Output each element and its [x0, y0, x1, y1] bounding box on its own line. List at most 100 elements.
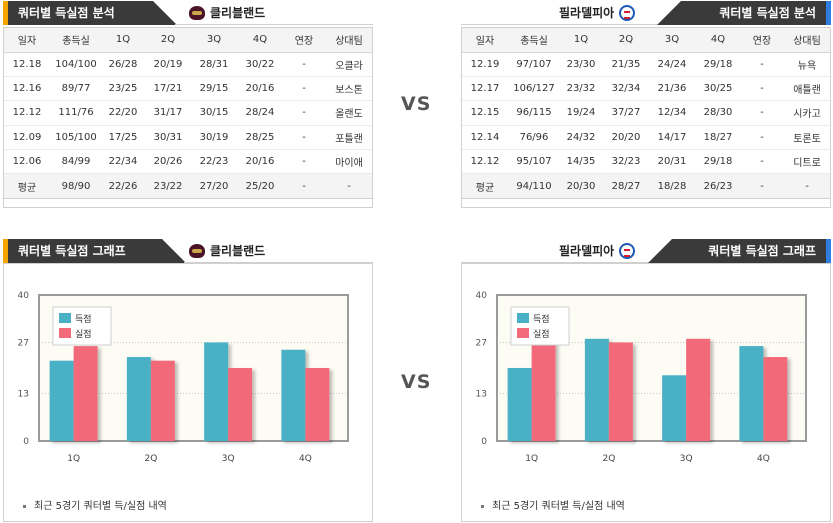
- left-graph-title: 쿼터별 득실점 그래프: [8, 239, 160, 263]
- vs-label-top: VS: [401, 93, 432, 115]
- header-underline: [461, 24, 659, 25]
- cell-q3: 14/17: [649, 125, 695, 151]
- header-underline: [461, 262, 650, 263]
- table-header-row: 일자 총득실 1Q 2Q 3Q 4Q 연장 상대팀: [3, 27, 373, 53]
- bar-allowed: [531, 331, 556, 441]
- cell-q2: 17/21: [145, 76, 191, 102]
- avg-q1: 22/26: [101, 173, 145, 199]
- table-row: 12.14 76/96 24/32 20/20 14/17 18/27- 토론토: [461, 125, 831, 151]
- x-tick-label: 1Q: [525, 454, 538, 464]
- cell-q2: 31/17: [145, 100, 191, 126]
- left-note-text: 최근 5경기 쿼터별 득/실점 내역: [34, 501, 167, 512]
- bar-allowed: [73, 346, 98, 441]
- avg-date: 평균: [3, 173, 51, 199]
- y-tick-label: 13: [476, 390, 487, 400]
- right-accent-bar: [826, 239, 831, 263]
- cell-ot: -: [741, 125, 783, 151]
- cell-q4: 20/16: [237, 149, 283, 175]
- cell-q4: 30/25: [695, 76, 741, 102]
- right-graph-title: 쿼터별 득실점 그래프: [674, 239, 826, 263]
- right-accent-bar: [826, 1, 831, 25]
- cell-ot: -: [283, 149, 325, 175]
- table-row: 12.19 97/107 23/30 21/35 24/24 29/18- 뉴욕: [461, 52, 831, 77]
- cell-date: 12.12: [461, 149, 509, 175]
- cell-ot: -: [283, 76, 325, 102]
- y-tick-label: 27: [476, 338, 487, 348]
- col-q3: 3Q: [649, 27, 695, 53]
- bar-allowed: [150, 360, 175, 441]
- cell-opponent: 뉴욕: [783, 52, 831, 77]
- table-row: 12.17 106/127 23/32 32/34 21/36 30/25- 애틀랜: [461, 76, 831, 102]
- cell-ot: -: [741, 52, 783, 77]
- left-graph-frame: [3, 263, 373, 522]
- bar-scored: [739, 346, 764, 441]
- cell-q4: 28/24: [237, 100, 283, 126]
- table-row: 12.15 96/115 19/24 37/27 12/34 28/30- 시카고: [461, 100, 831, 126]
- avg-date: 평균: [461, 173, 509, 199]
- avg-ot: -: [283, 173, 325, 199]
- vs-label-bottom: VS: [401, 371, 432, 393]
- legend-swatch: [517, 328, 529, 338]
- right-table-frame: [461, 27, 831, 208]
- right-note-text: 최근 5경기 쿼터별 득/실점 내역: [492, 501, 625, 512]
- cell-q1: 22/34: [101, 149, 145, 175]
- avg-q4: 25/20: [237, 173, 283, 199]
- plot-border: [496, 294, 807, 442]
- avg-q4: 26/23: [695, 173, 741, 199]
- header-underline: [184, 262, 373, 263]
- avg-total: 94/110: [509, 173, 559, 199]
- bar-scored: [584, 338, 609, 441]
- left-accent-bar: [3, 1, 8, 25]
- cell-opponent: 마이애: [325, 149, 373, 175]
- cell-date: 12.09: [3, 125, 51, 151]
- cell-q1: 14/35: [559, 149, 603, 175]
- header-underline: [175, 24, 373, 25]
- bar-allowed: [305, 368, 330, 441]
- cell-ot: -: [741, 76, 783, 102]
- bar-scored: [281, 349, 306, 441]
- col-ot: 연장: [283, 27, 325, 53]
- cell-q1: 24/32: [559, 125, 603, 151]
- right-graph-note: 최근 5경기 쿼터별 득/실점 내역: [481, 497, 625, 512]
- left-analysis-table: 일자 총득실 1Q 2Q 3Q 4Q 연장 상대팀 12.18 104/100 26…: [3, 27, 373, 199]
- col-ot: 연장: [741, 27, 783, 53]
- cell-q1: 23/32: [559, 76, 603, 102]
- x-tick-label: 2Q: [602, 454, 615, 464]
- right-graph-header: 필라델피아 쿼터별 득실점 그래프: [461, 239, 831, 263]
- y-tick-label: 40: [476, 291, 488, 301]
- bullet-icon: [481, 504, 484, 508]
- table-row: 12.12 111/76 22/20 31/17 30/15 28/24- 올랜도: [3, 100, 373, 126]
- bar-allowed: [228, 368, 253, 441]
- avg-q2: 28/27: [603, 173, 649, 199]
- cell-q4: 28/25: [237, 125, 283, 151]
- tab-slant: [160, 239, 186, 263]
- cell-q2: 20/19: [145, 52, 191, 77]
- cell-q1: 19/24: [559, 100, 603, 126]
- col-total: 총득실: [509, 27, 559, 53]
- cell-q1: 26/28: [101, 52, 145, 77]
- legend-swatch: [517, 313, 529, 323]
- cell-q3: 12/34: [649, 100, 695, 126]
- x-tick-label: 2Q: [144, 454, 157, 464]
- right-analysis-header: 필라델피아 쿼터별 득실점 분석: [461, 1, 831, 25]
- cell-q4: 20/16: [237, 76, 283, 102]
- cell-total: 95/107: [509, 149, 559, 175]
- cell-q4: 18/27: [695, 125, 741, 151]
- cell-total: 111/76: [51, 100, 101, 126]
- cell-q4: 30/22: [237, 52, 283, 77]
- cell-date: 12.18: [3, 52, 51, 77]
- bar-scored: [49, 360, 74, 441]
- 76ers-logo-icon: [619, 243, 636, 259]
- cavaliers-logo-icon: [189, 6, 205, 20]
- legend-label: 실점: [75, 328, 92, 340]
- col-q1: 1Q: [559, 27, 603, 53]
- avg-ot: -: [741, 173, 783, 199]
- cell-q2: 30/31: [145, 125, 191, 151]
- cell-date: 12.15: [461, 100, 509, 126]
- cell-q2: 20/26: [145, 149, 191, 175]
- y-tick-label: 40: [18, 291, 30, 301]
- table-header-row: 일자 총득실 1Q 2Q 3Q 4Q 연장 상대팀: [461, 27, 831, 53]
